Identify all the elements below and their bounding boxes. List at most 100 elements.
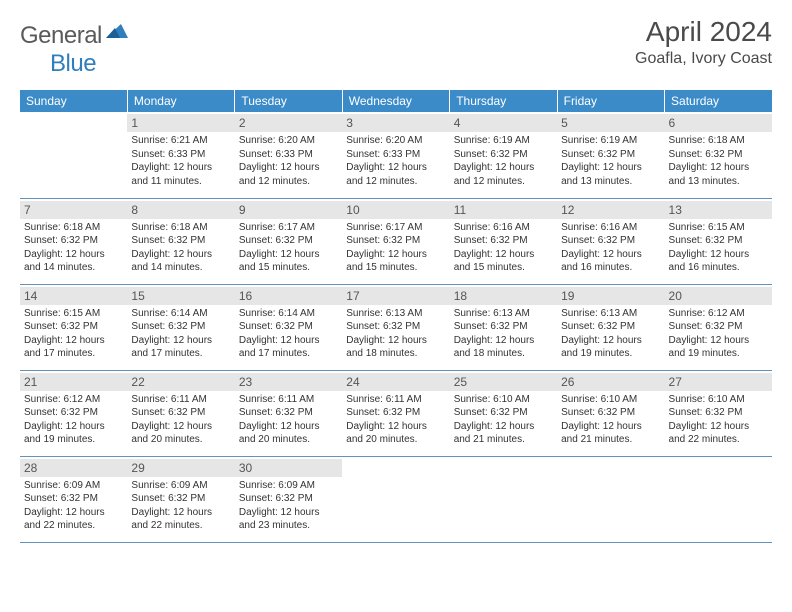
calendar-day-cell: 10 Sunrise: 6:17 AMSunset: 6:32 PMDayligh… (342, 198, 449, 284)
day-number: 3 (342, 114, 449, 132)
day-detail-text: Sunrise: 6:16 AMSunset: 6:32 PMDaylight:… (561, 221, 660, 275)
day-number: 2 (235, 114, 342, 132)
calendar-body: 1Sunrise: 6:21 AMSunset: 6:33 PMDaylight… (20, 112, 772, 542)
day-detail-text: Sunrise: 6:17 AMSunset: 6:32 PMDaylight:… (346, 221, 445, 275)
calendar-week-row: 14Sunrise: 6:15 AMSunset: 6:32 PMDayligh… (20, 284, 772, 370)
calendar-day-cell: 1Sunrise: 6:21 AMSunset: 6:33 PMDaylight… (127, 112, 234, 198)
calendar-day-cell: 4 Sunrise: 6:19 AMSunset: 6:32 PMDaylight… (450, 112, 557, 198)
day-number: 13 (665, 201, 772, 219)
day-number: 24 (342, 373, 449, 391)
day-number: 18 (450, 287, 557, 305)
calendar-day-cell (557, 456, 664, 542)
day-detail-text: Sunrise: 6:20 AMSunset: 6:33 PMDaylight:… (346, 134, 445, 188)
calendar-day-cell: 30Sunrise: 6:09 AMSunset: 6:32 PMDayligh… (235, 456, 342, 542)
calendar-week-row: 28Sunrise: 6:09 AMSunset: 6:32 PMDayligh… (20, 456, 772, 542)
day-number: 27 (665, 373, 772, 391)
day-detail-text: Sunrise: 6:15 AMSunset: 6:32 PMDaylight:… (669, 221, 768, 275)
calendar-day-cell: 12 Sunrise: 6:16 AMSunset: 6:32 PMDayligh… (557, 198, 664, 284)
day-number: 29 (127, 459, 234, 477)
calendar-day-cell: 14Sunrise: 6:15 AMSunset: 6:32 PMDayligh… (20, 284, 127, 370)
day-detail-text: Sunrise: 6:12 AMSunset: 6:32 PMDaylight:… (669, 307, 768, 361)
day-detail-text: Sunrise: 6:17 AMSunset: 6:32 PMDaylight:… (239, 221, 338, 275)
calendar-day-cell: 3 Sunrise: 6:20 AMSunset: 6:33 PMDaylight… (342, 112, 449, 198)
day-detail-text: Sunrise: 6:10 AMSunset: 6:32 PMDaylight:… (561, 393, 660, 447)
calendar-day-cell: 9Sunrise: 6:17 AMSunset: 6:32 PMDaylight… (235, 198, 342, 284)
day-number: 16 (235, 287, 342, 305)
day-detail-text: Sunrise: 6:11 AMSunset: 6:32 PMDaylight:… (346, 393, 445, 447)
weekday-thursday: Thursday (450, 90, 557, 112)
calendar-day-cell: 26 Sunrise: 6:10 AMSunset: 6:32 PMDayligh… (557, 370, 664, 456)
calendar-day-cell: 13 Sunrise: 6:15 AMSunset: 6:32 PMDayligh… (665, 198, 772, 284)
weekday-saturday: Saturday (665, 90, 772, 112)
day-detail-text: Sunrise: 6:09 AMSunset: 6:32 PMDaylight:… (24, 479, 123, 533)
day-detail-text: Sunrise: 6:13 AMSunset: 6:32 PMDaylight:… (346, 307, 445, 361)
day-number: 10 (342, 201, 449, 219)
day-number: 8 (127, 201, 234, 219)
day-number: 17 (342, 287, 449, 305)
day-number: 28 (20, 459, 127, 477)
calendar-day-cell: 15 Sunrise: 6:14 AMSunset: 6:32 PMDayligh… (127, 284, 234, 370)
weekday-wednesday: Wednesday (342, 90, 449, 112)
weekday-sunday: Sunday (20, 90, 127, 112)
weekday-tuesday: Tuesday (235, 90, 342, 112)
calendar-day-cell: 28 Sunrise: 6:09 AMSunset: 6:32 PMDayligh… (20, 456, 127, 542)
calendar-day-cell: 6Sunrise: 6:18 AMSunset: 6:32 PMDaylight… (665, 112, 772, 198)
day-number: 12 (557, 201, 664, 219)
calendar-day-cell: 8 Sunrise: 6:18 AMSunset: 6:32 PMDaylight… (127, 198, 234, 284)
day-detail-text: Sunrise: 6:10 AMSunset: 6:32 PMDaylight:… (454, 393, 553, 447)
month-title: April 2024 (635, 16, 772, 48)
calendar-week-row: 21 Sunrise: 6:12 AMSunset: 6:32 PMDayligh… (20, 370, 772, 456)
calendar-day-cell: 11Sunrise: 6:16 AMSunset: 6:32 PMDayligh… (450, 198, 557, 284)
day-detail-text: Sunrise: 6:11 AMSunset: 6:32 PMDaylight:… (239, 393, 338, 447)
calendar-day-cell (342, 456, 449, 542)
day-detail-text: Sunrise: 6:14 AMSunset: 6:32 PMDaylight:… (131, 307, 230, 361)
calendar-table: Sunday Monday Tuesday Wednesday Thursday… (20, 90, 772, 543)
day-number: 1 (127, 114, 234, 132)
calendar-day-cell: 5 Sunrise: 6:19 AMSunset: 6:32 PMDaylight… (557, 112, 664, 198)
day-number: 6 (665, 114, 772, 132)
calendar-day-cell (20, 112, 127, 198)
weekday-monday: Monday (127, 90, 234, 112)
calendar-day-cell: 16 Sunrise: 6:14 AMSunset: 6:32 PMDayligh… (235, 284, 342, 370)
day-number: 21 (20, 373, 127, 391)
logo-triangle-icon (106, 22, 128, 45)
calendar-day-cell: 24 Sunrise: 6:11 AMSunset: 6:32 PMDayligh… (342, 370, 449, 456)
day-number: 5 (557, 114, 664, 132)
calendar-day-cell: 27 Sunrise: 6:10 AMSunset: 6:32 PMDayligh… (665, 370, 772, 456)
day-detail-text: Sunrise: 6:10 AMSunset: 6:32 PMDaylight:… (669, 393, 768, 447)
day-detail-text: Sunrise: 6:14 AMSunset: 6:32 PMDaylight:… (239, 307, 338, 361)
day-detail-text: Sunrise: 6:12 AMSunset: 6:32 PMDaylight:… (24, 393, 123, 447)
day-detail-text: Sunrise: 6:18 AMSunset: 6:32 PMDaylight:… (24, 221, 123, 275)
day-detail-text: Sunrise: 6:13 AMSunset: 6:32 PMDaylight:… (454, 307, 553, 361)
day-number: 15 (127, 287, 234, 305)
day-detail-text: Sunrise: 6:20 AMSunset: 6:33 PMDaylight:… (239, 134, 338, 188)
weekday-header-row: Sunday Monday Tuesday Wednesday Thursday… (20, 90, 772, 112)
logo-text-general: General (20, 22, 102, 50)
calendar-day-cell: 22 Sunrise: 6:11 AMSunset: 6:32 PMDayligh… (127, 370, 234, 456)
calendar-day-cell: 19 Sunrise: 6:13 AMSunset: 6:32 PMDayligh… (557, 284, 664, 370)
day-detail-text: Sunrise: 6:19 AMSunset: 6:32 PMDaylight:… (561, 134, 660, 188)
calendar-day-cell: 18 Sunrise: 6:13 AMSunset: 6:32 PMDayligh… (450, 284, 557, 370)
day-number: 4 (450, 114, 557, 132)
day-detail-text: Sunrise: 6:13 AMSunset: 6:32 PMDaylight:… (561, 307, 660, 361)
day-detail-text: Sunrise: 6:16 AMSunset: 6:32 PMDaylight:… (454, 221, 553, 275)
day-number: 20 (665, 287, 772, 305)
day-number: 7 (20, 201, 127, 219)
day-detail-text: Sunrise: 6:19 AMSunset: 6:32 PMDaylight:… (454, 134, 553, 188)
day-number: 26 (557, 373, 664, 391)
calendar-week-row: 1Sunrise: 6:21 AMSunset: 6:33 PMDaylight… (20, 112, 772, 198)
calendar-day-cell (665, 456, 772, 542)
day-number: 19 (557, 287, 664, 305)
day-number: 25 (450, 373, 557, 391)
calendar-day-cell: 25 Sunrise: 6:10 AMSunset: 6:32 PMDayligh… (450, 370, 557, 456)
day-number: 14 (20, 287, 127, 305)
day-detail-text: Sunrise: 6:11 AMSunset: 6:32 PMDaylight:… (131, 393, 230, 447)
calendar-day-cell: 7 Sunrise: 6:18 AMSunset: 6:32 PMDaylight… (20, 198, 127, 284)
day-number: 30 (235, 459, 342, 477)
weekday-friday: Friday (557, 90, 664, 112)
day-detail-text: Sunrise: 6:09 AMSunset: 6:32 PMDaylight:… (131, 479, 230, 533)
day-number: 22 (127, 373, 234, 391)
day-detail-text: Sunrise: 6:18 AMSunset: 6:32 PMDaylight:… (131, 221, 230, 275)
calendar-day-cell: 21 Sunrise: 6:12 AMSunset: 6:32 PMDayligh… (20, 370, 127, 456)
logo: General (20, 22, 130, 50)
